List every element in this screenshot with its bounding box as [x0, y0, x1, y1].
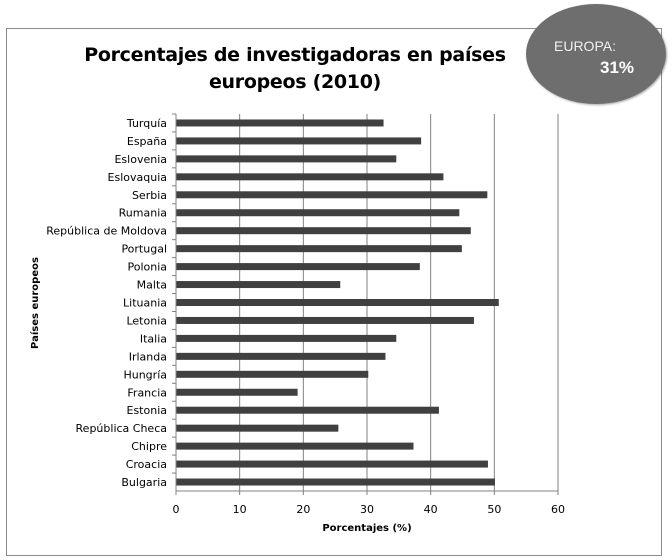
bar-16 — [176, 406, 439, 414]
bar-13 — [176, 352, 386, 360]
bar-1 — [176, 137, 422, 145]
category-label: Eslovaquia — [108, 171, 167, 184]
bars — [176, 119, 499, 486]
x-tick-label: 40 — [424, 503, 438, 516]
bar-11 — [176, 316, 474, 324]
x-tick-label: 10 — [233, 503, 247, 516]
category-label: Malta — [137, 279, 167, 292]
bar-0 — [176, 119, 384, 127]
bar-6 — [176, 227, 471, 235]
x-tick-label: 50 — [487, 503, 501, 516]
bar-2 — [176, 155, 397, 163]
x-tick-label: 60 — [551, 503, 565, 516]
chart-title-line-2: europeos (2010) — [208, 71, 382, 93]
y-axis-title: Países europeos — [29, 257, 41, 349]
category-labels: Turquía España Eslovenia Eslovaquia Serbia Ru… — [46, 113, 176, 489]
category-label: Italia — [140, 332, 167, 345]
category-label: Turquía — [126, 117, 167, 130]
category-label: Rumania — [119, 207, 167, 220]
bar-19 — [176, 460, 488, 468]
category-label: Eslovenia — [114, 153, 167, 166]
category-label: República Checa — [76, 422, 167, 435]
bar-8 — [176, 263, 420, 271]
category-label: Lituania — [123, 297, 167, 310]
chart-title: Porcentajes de investigadoras en países … — [60, 42, 530, 96]
bar-5 — [176, 209, 460, 217]
bar-7 — [176, 245, 462, 253]
category-label: España — [127, 135, 167, 148]
bar-14 — [176, 370, 369, 378]
bar-10 — [176, 299, 499, 306]
bar-20 — [176, 478, 495, 486]
bar-12 — [176, 334, 397, 342]
europe-average-badge: EUROPA: 31% — [526, 4, 666, 104]
category-label: República de Moldova — [46, 225, 167, 238]
category-label: Croacia — [126, 458, 167, 471]
bar-3 — [176, 173, 444, 181]
category-label: Francia — [127, 386, 167, 399]
bar-4 — [176, 191, 488, 199]
category-label: Estonia — [127, 404, 168, 417]
x-tick-label: 20 — [296, 503, 310, 516]
category-label: Chipre — [131, 440, 167, 453]
bar-9 — [176, 281, 341, 289]
category-label: Bulgaria — [121, 476, 167, 489]
badge-label: EUROPA: — [554, 38, 616, 54]
bar-17 — [176, 424, 339, 432]
category-label: Hungría — [123, 368, 167, 381]
category-label: Irlanda — [129, 350, 167, 363]
chart-title-line-1: Porcentajes de investigadoras en países — [84, 44, 506, 66]
badge-value: 31% — [600, 58, 635, 77]
x-axis-title: Porcentajes (%) — [322, 523, 411, 534]
x-tick-label: 0 — [173, 503, 180, 516]
category-label: Serbia — [132, 189, 167, 202]
category-label: Portugal — [121, 243, 167, 256]
x-tick-label: 30 — [360, 503, 374, 516]
chart-area — [6, 28, 662, 556]
category-label: Polonia — [127, 261, 167, 274]
x-axis-ticks: 0 10 20 30 40 50 60 — [173, 490, 565, 516]
bar-18 — [176, 442, 414, 450]
bar-15 — [176, 388, 298, 396]
category-label: Letonia — [126, 314, 167, 327]
